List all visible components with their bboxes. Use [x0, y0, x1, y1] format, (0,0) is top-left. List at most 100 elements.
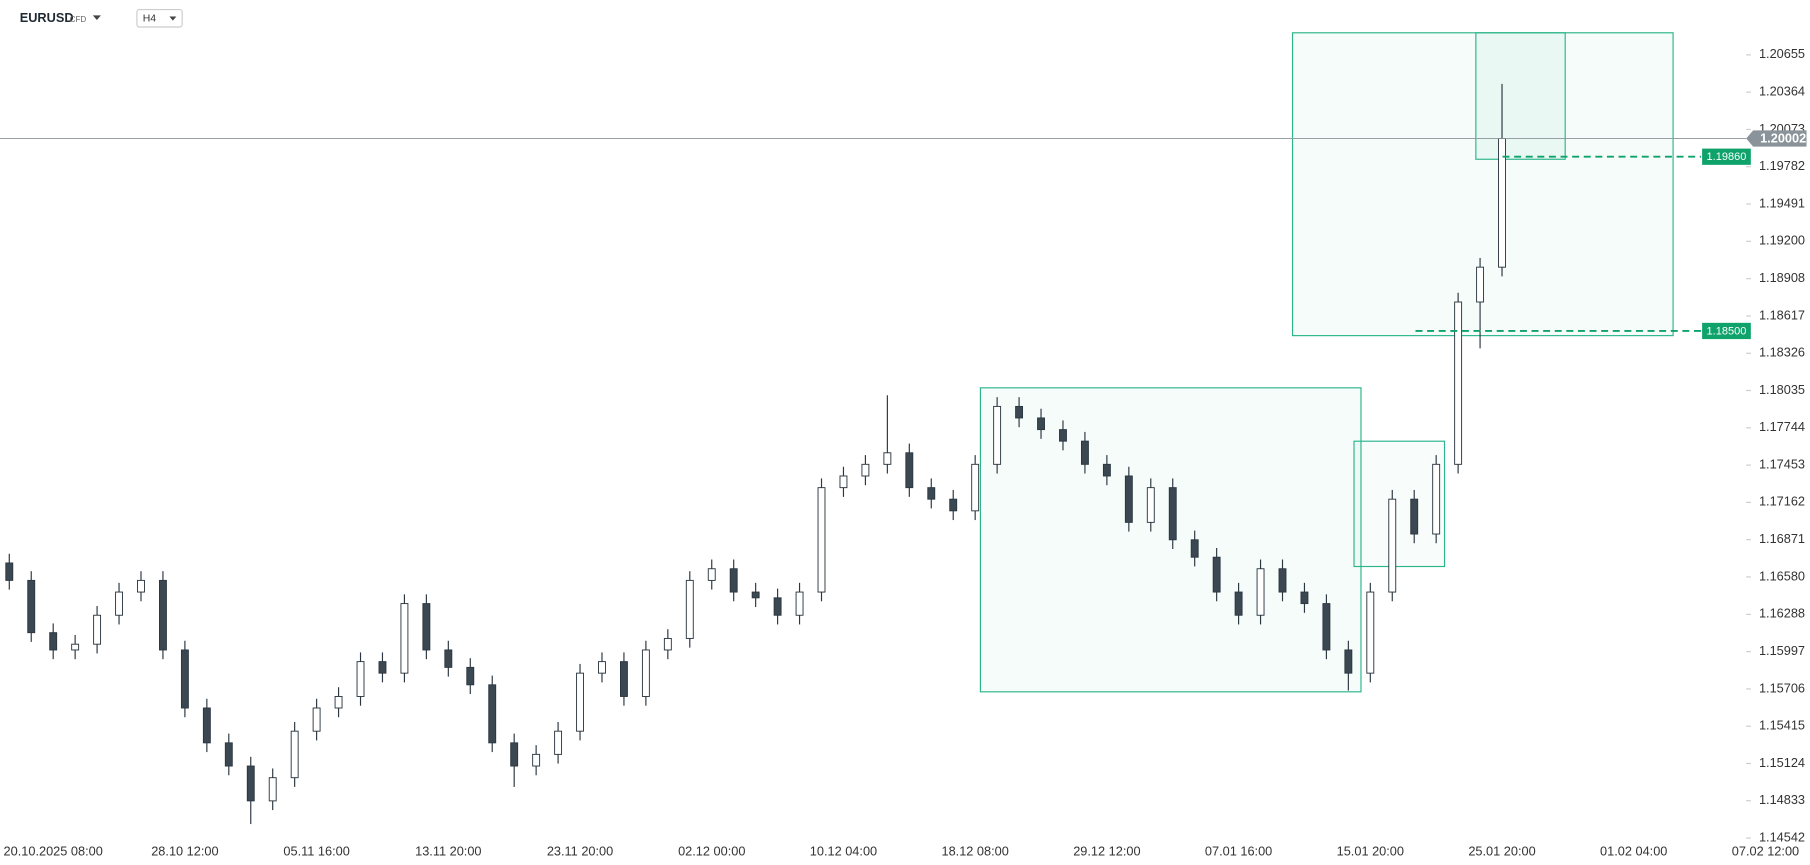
candle-body — [444, 649, 453, 668]
candle-body — [422, 603, 431, 651]
candle-body — [861, 463, 870, 477]
candle-body — [1322, 603, 1331, 651]
candle-body — [619, 661, 628, 697]
candle-body — [839, 475, 848, 489]
candle-body — [400, 603, 409, 674]
x-tick-label: 10.12 04:00 — [810, 843, 877, 858]
timeframe-select[interactable] — [136, 9, 183, 28]
candle-body — [685, 579, 694, 639]
candle-body — [1454, 301, 1463, 465]
candle-body — [224, 742, 233, 767]
level-tag — [1702, 148, 1751, 165]
candle-body — [466, 666, 475, 686]
y-tick-label: 1.19200 — [1759, 233, 1805, 248]
y-tick-label: 1.16871 — [1759, 531, 1805, 546]
candle-body — [663, 637, 672, 651]
x-tick-label: 01.02 04:00 — [1600, 843, 1667, 858]
y-tick-label: 1.15997 — [1759, 643, 1805, 658]
candle-body — [5, 562, 14, 581]
x-tick-label: 28.10 12:00 — [151, 843, 218, 858]
y-tick-label: 1.17744 — [1759, 419, 1805, 434]
candle-body — [817, 487, 826, 593]
x-tick-label: 15.01 20:00 — [1337, 843, 1404, 858]
candle-body — [268, 777, 277, 802]
zone-box[interactable] — [1353, 440, 1446, 568]
candle-body — [1168, 487, 1177, 541]
candle-body — [993, 405, 1002, 465]
candle-body — [729, 568, 738, 593]
candle-body — [927, 487, 936, 500]
candle-body — [1190, 539, 1199, 558]
candle-body — [1037, 417, 1045, 431]
candle-body — [795, 591, 804, 616]
y-tick-label: 1.15415 — [1759, 718, 1805, 733]
x-tick-label: 18.12 08:00 — [941, 843, 1008, 858]
y-tick-label: 1.17453 — [1759, 456, 1805, 471]
candle-body — [905, 452, 914, 489]
candle-body — [180, 649, 189, 709]
candle-body — [1212, 556, 1221, 593]
y-tick-label: 1.14542 — [1759, 829, 1805, 844]
zone-box[interactable] — [1475, 32, 1566, 160]
candle-body — [378, 661, 387, 674]
candle-body — [290, 730, 299, 779]
last-price-label: 1.20002 — [1760, 130, 1806, 145]
y-tick-label: 1.15124 — [1759, 755, 1805, 770]
toolbar: EURUSD CFD H4 — [20, 9, 183, 28]
candle-body — [773, 597, 782, 616]
x-tick-label: 13.11 20:00 — [415, 843, 481, 858]
candle-body — [1080, 440, 1089, 465]
x-tick-label: 05.11 16:00 — [283, 843, 349, 858]
symbol-dropdown-arrow[interactable] — [92, 15, 101, 21]
candle-body — [1102, 463, 1111, 477]
candle-body — [334, 696, 343, 709]
y-tick-label: 1.20364 — [1759, 84, 1805, 99]
x-tick-label: 23.11 20:00 — [547, 843, 613, 858]
candle-body — [71, 643, 80, 651]
x-tick-label: 07.01 16:00 — [1205, 843, 1272, 858]
y-tick-label: 1.14833 — [1759, 792, 1805, 807]
candle-body — [1256, 568, 1265, 616]
y-tick-label: 1.20655 — [1759, 46, 1805, 61]
y-tick-label: 1.18908 — [1759, 270, 1805, 285]
level-label: 1.18500 — [1707, 325, 1747, 337]
y-tick-label: 1.19782 — [1759, 158, 1805, 173]
candle-body — [159, 579, 167, 651]
candle-body — [1059, 429, 1067, 442]
candle-body — [1124, 475, 1133, 523]
candle-body — [115, 591, 123, 616]
x-tick-label: 25.01 20:00 — [1468, 843, 1535, 858]
candle-body — [1234, 591, 1243, 616]
timeframe-dropdown-arrow — [169, 16, 177, 21]
y-tick-label: 1.16288 — [1759, 606, 1805, 621]
candle-body — [598, 661, 606, 674]
candle-body — [356, 661, 365, 697]
candle-body — [312, 707, 321, 732]
candle-body — [1015, 405, 1024, 419]
candle-body — [510, 742, 519, 767]
candle-body — [554, 730, 563, 755]
candle-body — [883, 452, 892, 465]
candle-body — [1366, 591, 1375, 674]
candle-body — [751, 591, 760, 599]
candle-body — [1498, 138, 1506, 268]
last-price-tag — [1746, 130, 1807, 147]
candle-body — [1476, 266, 1485, 303]
plot: 1.206551.203641.200731.197821.194911.192… — [0, 46, 1807, 858]
candle-body — [93, 614, 102, 645]
x-tick-label: 20.10.2025 08:00 — [4, 843, 103, 858]
candle-body — [246, 765, 255, 802]
candle-body — [641, 649, 650, 697]
symbol[interactable]: EURUSD — [20, 10, 74, 25]
y-tick-label: 1.15706 — [1759, 680, 1805, 695]
candle-body — [202, 707, 211, 744]
candle-body — [1388, 498, 1397, 593]
timeframe[interactable]: H4 — [143, 14, 157, 25]
candle-body — [27, 579, 36, 634]
y-tick-label: 1.17162 — [1759, 494, 1805, 509]
candle-body — [1300, 591, 1309, 605]
candle-body — [137, 579, 145, 593]
x-tick-label: 02.12 00:00 — [678, 843, 745, 858]
candle-body — [532, 753, 541, 767]
y-tick-label: 1.18617 — [1759, 307, 1805, 322]
